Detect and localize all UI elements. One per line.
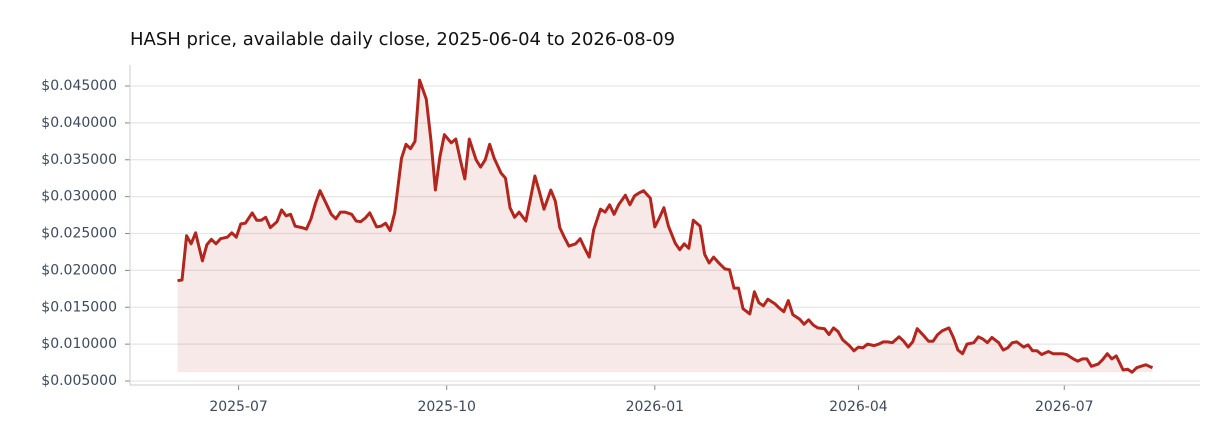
x-tick-label: 2026-07 — [1035, 399, 1094, 415]
y-tick-label: $0.020000 — [41, 262, 117, 278]
y-tick-label: $0.030000 — [41, 189, 117, 205]
x-tick-label: 2026-04 — [829, 399, 888, 415]
x-tick-label: 2026-01 — [626, 399, 685, 415]
y-tick-label: $0.015000 — [41, 299, 117, 315]
price-line — [177, 78, 1154, 374]
y-tick-label: $0.005000 — [41, 373, 117, 389]
y-tick-label: $0.010000 — [41, 336, 117, 352]
x-tick-label: 2025-10 — [417, 399, 476, 415]
chart-title: HASH price, available daily close, 2025-… — [130, 29, 675, 50]
x-tick-label: 2025-07 — [209, 399, 268, 415]
y-tick-label: $0.035000 — [41, 152, 117, 168]
area — [177, 80, 1153, 373]
y-tick-label: $0.045000 — [41, 78, 117, 94]
y-tick-label: $0.025000 — [41, 226, 117, 242]
y-tick-label: $0.040000 — [41, 115, 117, 131]
